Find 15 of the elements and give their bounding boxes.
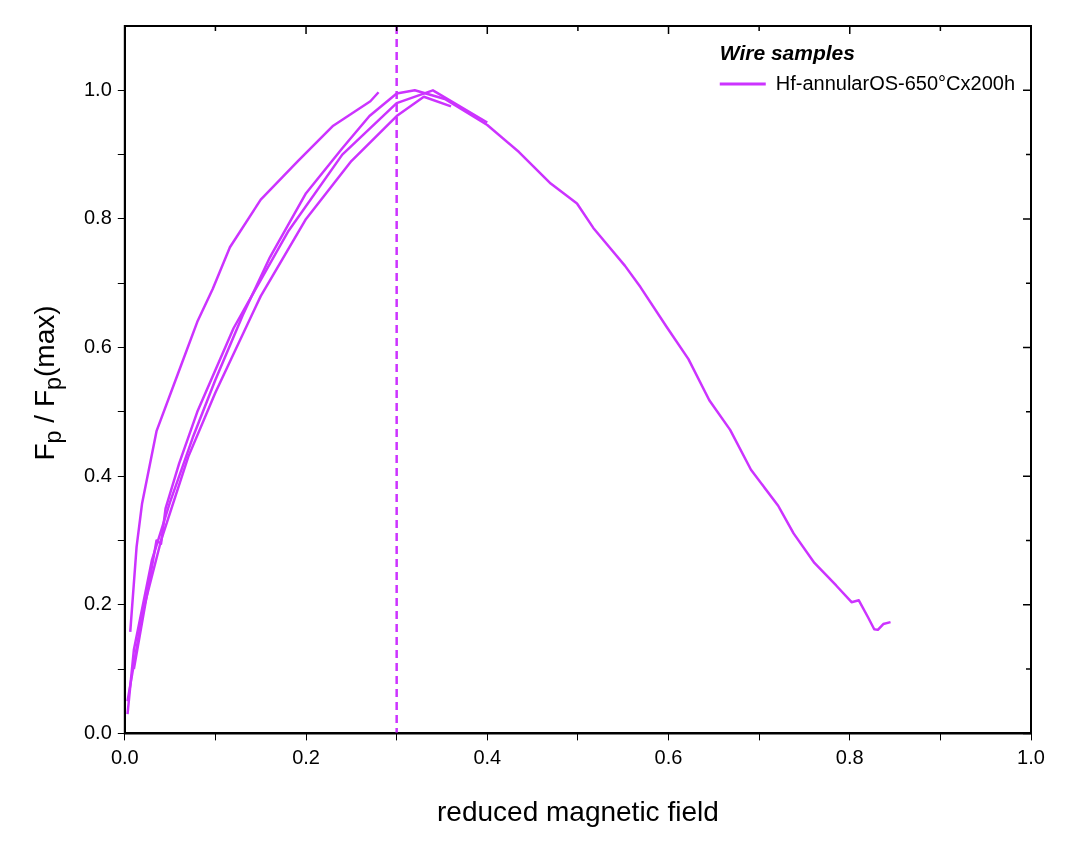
- legend-title: Wire samples: [719, 40, 855, 64]
- y-tick-label: 0.2: [83, 592, 112, 615]
- x-axis-title: reduced magnetic field: [437, 795, 719, 827]
- y-tick-label: 0.4: [83, 463, 112, 486]
- y-tick-label: 0.8: [83, 206, 112, 229]
- x-tick-label: 1.0: [1017, 745, 1045, 768]
- y-tick-label: 0.0: [83, 720, 112, 743]
- x-tick-label: 0.6: [654, 745, 683, 768]
- x-tick-label: 0.4: [473, 745, 502, 768]
- x-tick-label: 0.8: [835, 745, 864, 768]
- x-tick-label: 0.2: [292, 745, 320, 768]
- y-tick-label: 0.6: [83, 335, 112, 358]
- legend-label: Hf-annularOS-650°Cx200h: [775, 71, 1016, 94]
- x-tick-label: 0.0: [110, 745, 139, 768]
- y-tick-label: 1.0: [83, 77, 112, 100]
